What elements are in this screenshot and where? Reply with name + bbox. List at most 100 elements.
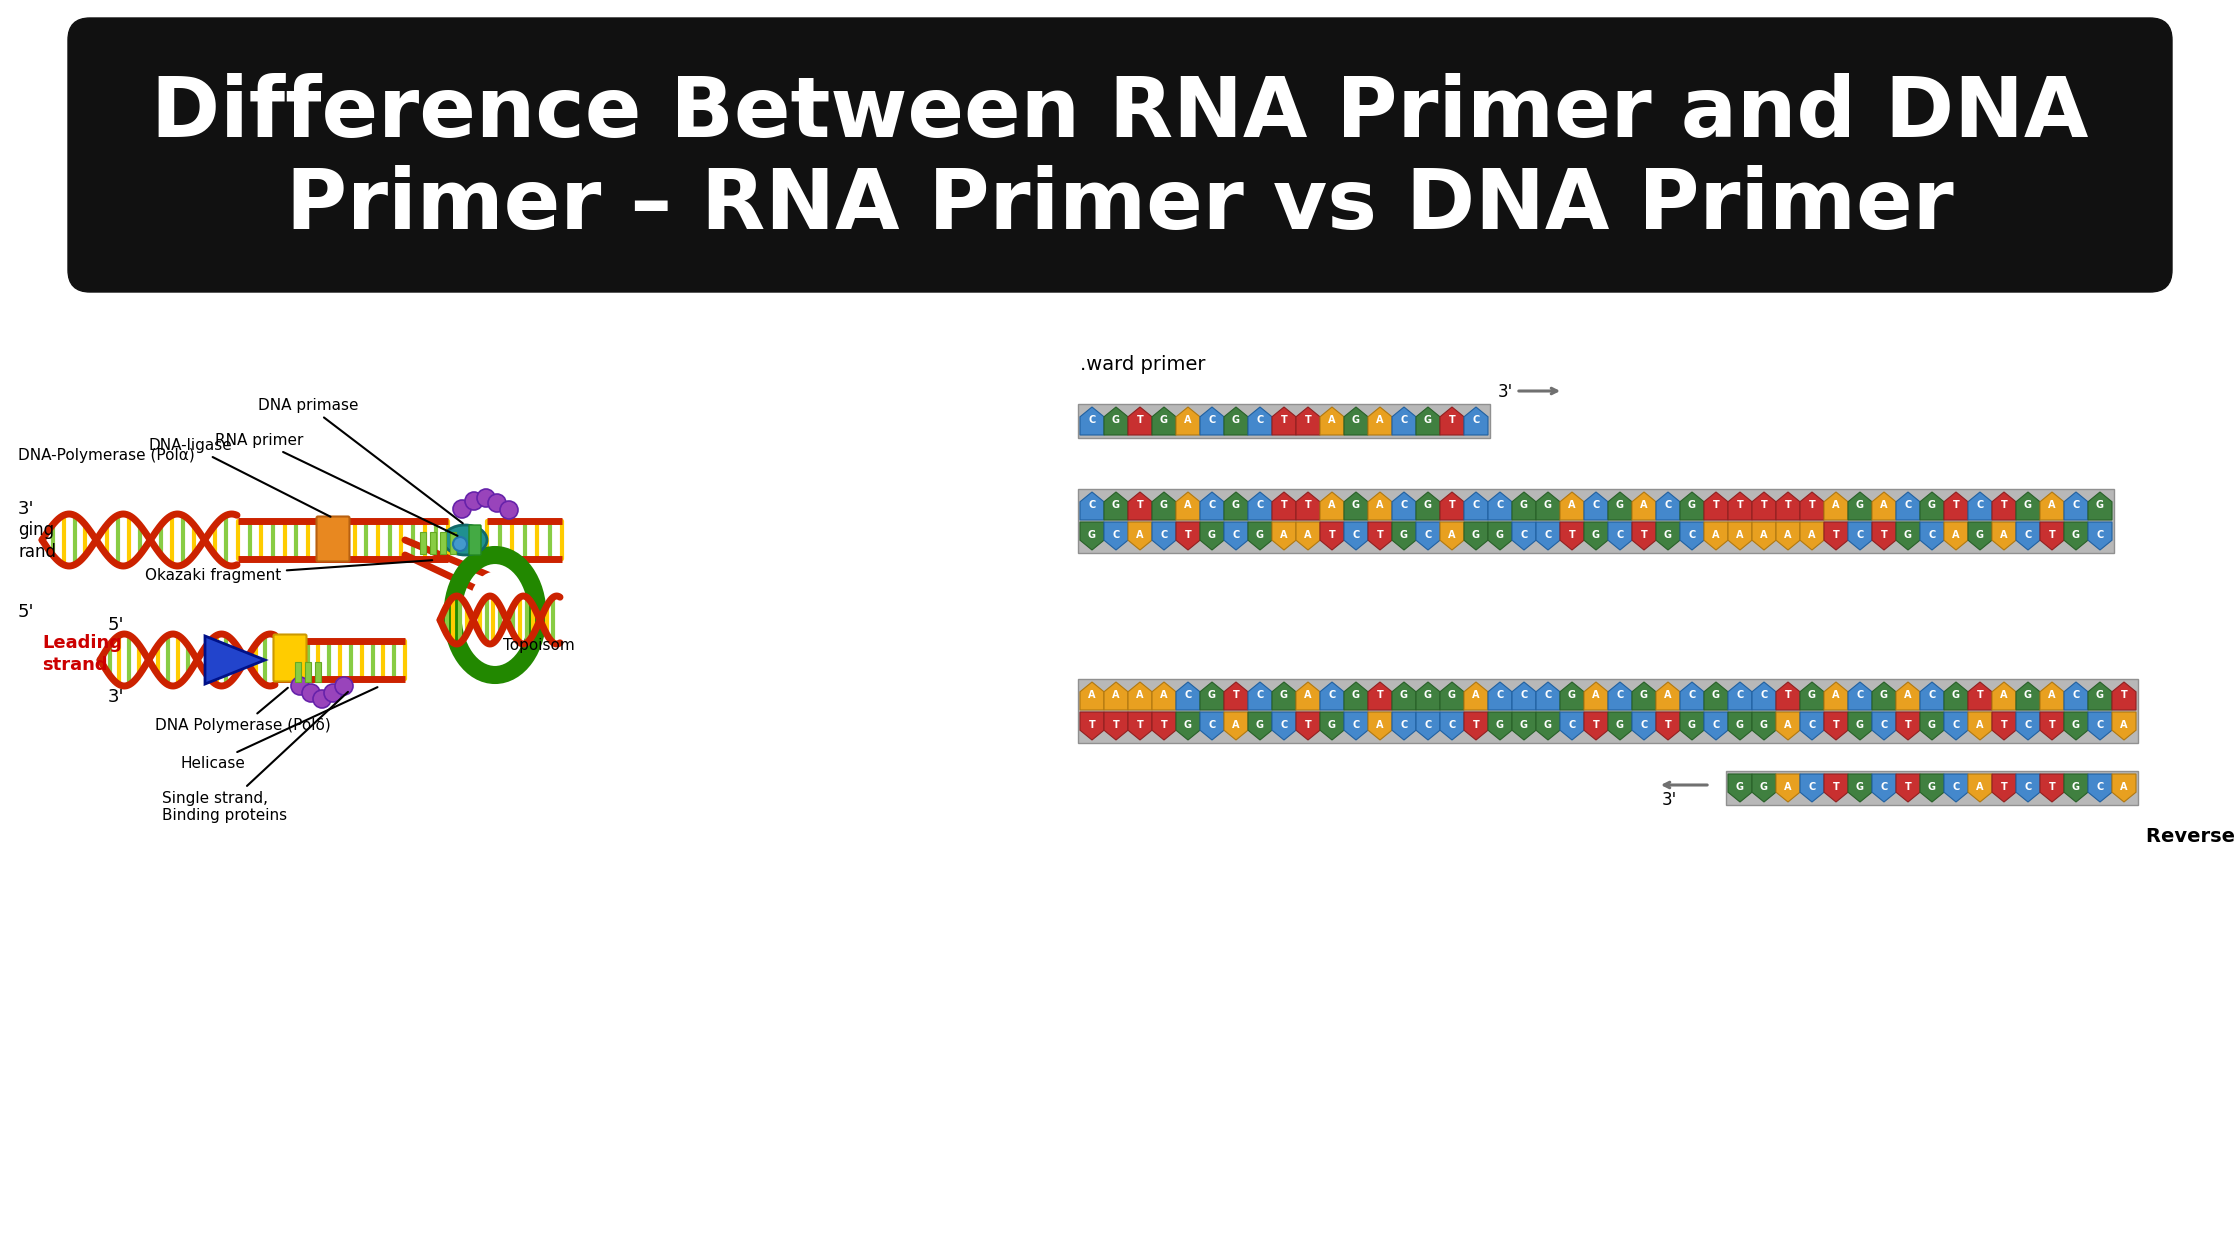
Polygon shape — [1991, 774, 2016, 803]
Polygon shape — [1608, 682, 1633, 709]
Text: T: T — [1304, 500, 1310, 510]
Text: A: A — [1089, 690, 1095, 701]
Polygon shape — [1920, 712, 1944, 740]
Text: G: G — [1543, 721, 1552, 731]
Text: Okazaki fragment: Okazaki fragment — [146, 561, 432, 583]
Text: A: A — [1328, 500, 1335, 510]
Text: C: C — [1328, 690, 1335, 701]
Polygon shape — [1991, 522, 2016, 551]
Polygon shape — [1705, 491, 1727, 520]
Text: G: G — [1353, 500, 1360, 510]
Polygon shape — [1512, 522, 1537, 551]
Circle shape — [291, 677, 309, 696]
Text: G: G — [1257, 530, 1263, 541]
Polygon shape — [1297, 682, 1319, 709]
Text: A: A — [1136, 690, 1145, 701]
Polygon shape — [1391, 522, 1416, 551]
Polygon shape — [1823, 774, 1848, 803]
Text: T: T — [1281, 416, 1288, 426]
Polygon shape — [1223, 407, 1248, 435]
Circle shape — [452, 500, 470, 518]
Polygon shape — [2041, 712, 2063, 740]
Polygon shape — [1416, 522, 1440, 551]
Text: T: T — [1904, 782, 1911, 793]
Text: C: C — [1496, 500, 1503, 510]
Polygon shape — [1873, 682, 1895, 709]
Text: T: T — [1976, 690, 1982, 701]
Text: C: C — [1113, 530, 1120, 541]
Bar — [421, 532, 426, 554]
Polygon shape — [1920, 774, 1944, 803]
Text: C: C — [1281, 721, 1288, 731]
Polygon shape — [1823, 522, 1848, 551]
Polygon shape — [1680, 522, 1705, 551]
Text: C: C — [1617, 530, 1624, 541]
Text: C: C — [1496, 690, 1503, 701]
Text: C: C — [1257, 500, 1263, 510]
Polygon shape — [2063, 491, 2088, 520]
Text: T: T — [1953, 500, 1960, 510]
Text: T: T — [1232, 690, 1239, 701]
Polygon shape — [1151, 491, 1176, 520]
Text: G: G — [1207, 690, 1216, 701]
Text: C: C — [1761, 690, 1767, 701]
Polygon shape — [2063, 682, 2088, 709]
Polygon shape — [1512, 682, 1537, 709]
Text: C: C — [1736, 690, 1743, 701]
Text: G: G — [2072, 721, 2081, 731]
Text: 3': 3' — [108, 688, 125, 706]
Polygon shape — [1151, 682, 1176, 709]
Text: T: T — [1640, 530, 1646, 541]
Text: A: A — [1449, 530, 1456, 541]
Polygon shape — [1608, 491, 1633, 520]
Polygon shape — [1680, 682, 1705, 709]
Polygon shape — [1201, 712, 1223, 740]
Polygon shape — [1801, 491, 1823, 520]
Text: C: C — [1400, 500, 1407, 510]
Text: C: C — [1640, 721, 1649, 731]
Polygon shape — [1776, 522, 1801, 551]
Polygon shape — [1391, 407, 1416, 435]
Polygon shape — [1176, 407, 1201, 435]
Text: C: C — [1232, 530, 1239, 541]
Text: C: C — [1400, 721, 1407, 731]
Polygon shape — [1680, 712, 1705, 740]
Text: Single strand,
Binding proteins: Single strand, Binding proteins — [161, 692, 347, 823]
Text: G: G — [1615, 500, 1624, 510]
Text: A: A — [1281, 530, 1288, 541]
Text: A: A — [1160, 690, 1167, 701]
Polygon shape — [1727, 522, 1752, 551]
Polygon shape — [1537, 682, 1559, 709]
Polygon shape — [1512, 491, 1537, 520]
Text: G: G — [1879, 690, 1888, 701]
Polygon shape — [1344, 522, 1369, 551]
Polygon shape — [1129, 712, 1151, 740]
Polygon shape — [2016, 682, 2041, 709]
Polygon shape — [1537, 522, 1559, 551]
Polygon shape — [1991, 491, 2016, 520]
Text: T: T — [1449, 500, 1456, 510]
Text: T: T — [1736, 500, 1743, 510]
Polygon shape — [1344, 682, 1369, 709]
Polygon shape — [1104, 407, 1129, 435]
Polygon shape — [1559, 682, 1584, 709]
Bar — [296, 662, 300, 682]
Text: C: C — [1449, 721, 1456, 731]
Polygon shape — [1801, 712, 1823, 740]
Text: C: C — [1207, 500, 1216, 510]
Polygon shape — [2112, 712, 2137, 740]
Text: C: C — [1904, 500, 1911, 510]
Polygon shape — [1537, 491, 1559, 520]
Polygon shape — [2088, 491, 2112, 520]
Text: A: A — [1761, 530, 1767, 541]
Polygon shape — [1248, 712, 1272, 740]
Text: G: G — [1543, 500, 1552, 510]
Text: A: A — [2121, 782, 2128, 793]
Ellipse shape — [468, 573, 522, 656]
Polygon shape — [1129, 682, 1151, 709]
Text: C: C — [1353, 530, 1360, 541]
Polygon shape — [1848, 491, 1873, 520]
Polygon shape — [1969, 522, 1991, 551]
Text: C: C — [2097, 530, 2103, 541]
Text: G: G — [1279, 690, 1288, 701]
